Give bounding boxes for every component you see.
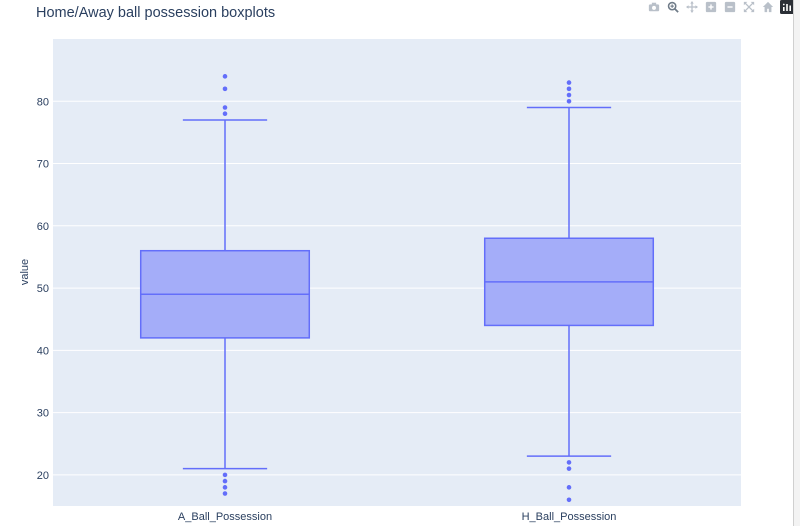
y-tick-label: 40 — [37, 345, 49, 357]
outlier-point — [222, 111, 228, 117]
y-tick-label: 70 — [37, 159, 49, 171]
zoom-icon[interactable] — [666, 0, 680, 14]
x-tick-label: A_Ball_Possession — [178, 511, 272, 523]
outlier-point — [222, 74, 228, 79]
y-tick-label: 20 — [37, 470, 49, 482]
box-trace[interactable] — [483, 80, 655, 503]
zoom-out-icon[interactable] — [723, 0, 737, 14]
outlier-point — [566, 98, 572, 104]
outlier-point — [566, 485, 572, 490]
outlier-point — [566, 92, 572, 98]
y-axis-title: value — [19, 259, 31, 285]
outlier-point — [566, 80, 572, 85]
zoom-in-icon[interactable] — [704, 0, 718, 14]
x-tick-labels: A_Ball_Possession H_Ball_Possession — [178, 511, 616, 523]
y-tick-label: 30 — [37, 408, 49, 420]
outlier-point — [566, 460, 572, 465]
plotly-logo-icon[interactable] — [780, 0, 794, 14]
autoscale-icon[interactable] — [742, 0, 756, 14]
modebar — [647, 0, 794, 14]
reset-axes-icon[interactable] — [761, 0, 775, 14]
x-tick-label: H_Ball_Possession — [522, 511, 617, 523]
window-edge — [793, 0, 800, 526]
y-tick-label: 80 — [37, 96, 49, 108]
y-tick-label: 60 — [37, 221, 49, 233]
outlier-point — [222, 491, 228, 496]
outlier-point — [222, 86, 228, 92]
y-tick-label: 50 — [37, 283, 49, 295]
pan-icon[interactable] — [685, 0, 699, 14]
outlier-point — [222, 478, 228, 484]
outlier-point — [222, 472, 228, 478]
chart-title: Home/Away ball possession boxplots — [36, 5, 276, 21]
outlier-point — [222, 105, 228, 110]
y-tick-labels: 20 30 40 50 60 70 80 — [37, 96, 49, 482]
box-traces[interactable] — [139, 74, 655, 503]
outlier-point — [566, 466, 572, 471]
camera-icon[interactable] — [647, 0, 661, 14]
outlier-point — [566, 497, 572, 503]
outlier-point — [222, 485, 228, 490]
box-trace[interactable] — [139, 74, 311, 496]
outlier-point — [566, 86, 572, 92]
